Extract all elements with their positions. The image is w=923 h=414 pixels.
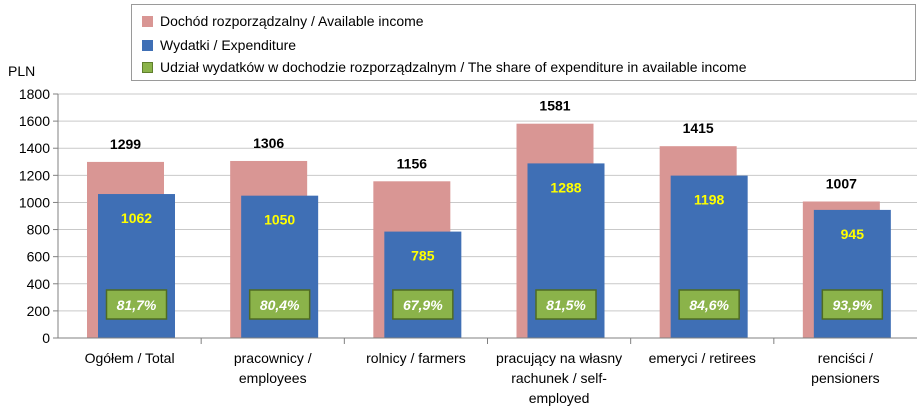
legend-swatch-expenditure: [142, 39, 153, 51]
x-category-label: employees: [239, 370, 307, 386]
y-tick-label: 200: [27, 303, 51, 319]
available-income-value-label: 1306: [253, 135, 284, 151]
share-badge: [392, 289, 454, 320]
expenditure-value-label: 1062: [121, 210, 152, 226]
share-badge: [105, 289, 168, 320]
chart-legend: Dochód rozporządzalny / Available income…: [131, 4, 916, 81]
legend-label-expenditure: Wydatki / Expenditure: [160, 37, 297, 53]
expenditure-value-label: 945: [841, 226, 865, 242]
y-tick-label: 1800: [19, 86, 50, 102]
y-tick-label: 1400: [19, 140, 50, 156]
legend-item-expenditure: Wydatki / Expenditure: [142, 35, 296, 55]
y-tick-label: 1000: [19, 194, 50, 210]
x-category-label: rachunek / self-: [511, 370, 607, 386]
x-category-label: renciści /: [818, 350, 873, 366]
available-income-value-label: 1415: [683, 120, 714, 136]
available-income-value-label: 1156: [397, 155, 428, 171]
x-category-label: pracownicy /: [234, 350, 312, 366]
available-income-value-label: 1299: [110, 136, 141, 152]
share-badge: [248, 289, 311, 320]
x-category-label: emeryci / retirees: [649, 350, 756, 366]
share-badge: [821, 289, 884, 320]
expenditure-value-label: 785: [411, 248, 435, 264]
y-tick-label: 400: [27, 276, 51, 292]
y-tick-label: 0: [42, 330, 50, 346]
y-tick-label: 1600: [19, 113, 50, 129]
share-value-label: 80,4%: [260, 297, 300, 313]
legend-swatch-available-income: [142, 15, 153, 27]
expenditure-value-label: 1198: [694, 192, 725, 208]
expenditure-bar: [384, 231, 462, 338]
x-category-label: pracujący na własny: [496, 350, 622, 366]
available-income-value-label: 1581: [539, 98, 570, 114]
legend-swatch-share: [142, 61, 153, 73]
y-tick-label: 800: [27, 222, 51, 238]
share-badge: [535, 289, 597, 320]
expenditure-value-label: 1050: [264, 212, 295, 228]
y-axis-unit-label: PLN: [8, 63, 36, 79]
available-income-value-label: 1007: [826, 175, 857, 191]
share-value-label: 67,9%: [403, 297, 443, 313]
x-category-label: rolnicy / farmers: [366, 350, 466, 366]
share-value-label: 81,5%: [546, 297, 586, 313]
share-value-label: 84,6%: [689, 297, 729, 313]
y-tick-label: 1200: [19, 167, 50, 183]
x-category-label: employed: [529, 390, 590, 406]
x-category-label: pensioners: [811, 370, 880, 386]
share-badge: [678, 289, 740, 320]
share-value-label: 93,9%: [832, 297, 872, 313]
share-value-label: 81,7%: [117, 297, 157, 313]
legend-label-share: Udział wydatków w dochodzie rozporządzal…: [160, 59, 747, 75]
legend-item-available-income: Dochód rozporządzalny / Available income: [142, 11, 424, 31]
legend-item-share: Udział wydatków w dochodzie rozporządzal…: [142, 57, 747, 77]
y-tick-label: 600: [27, 249, 51, 265]
x-category-label: Ogółem / Total: [85, 350, 175, 366]
expenditure-value-label: 1288: [550, 179, 581, 195]
legend-label-available-income: Dochód rozporządzalny / Available income: [160, 13, 424, 29]
